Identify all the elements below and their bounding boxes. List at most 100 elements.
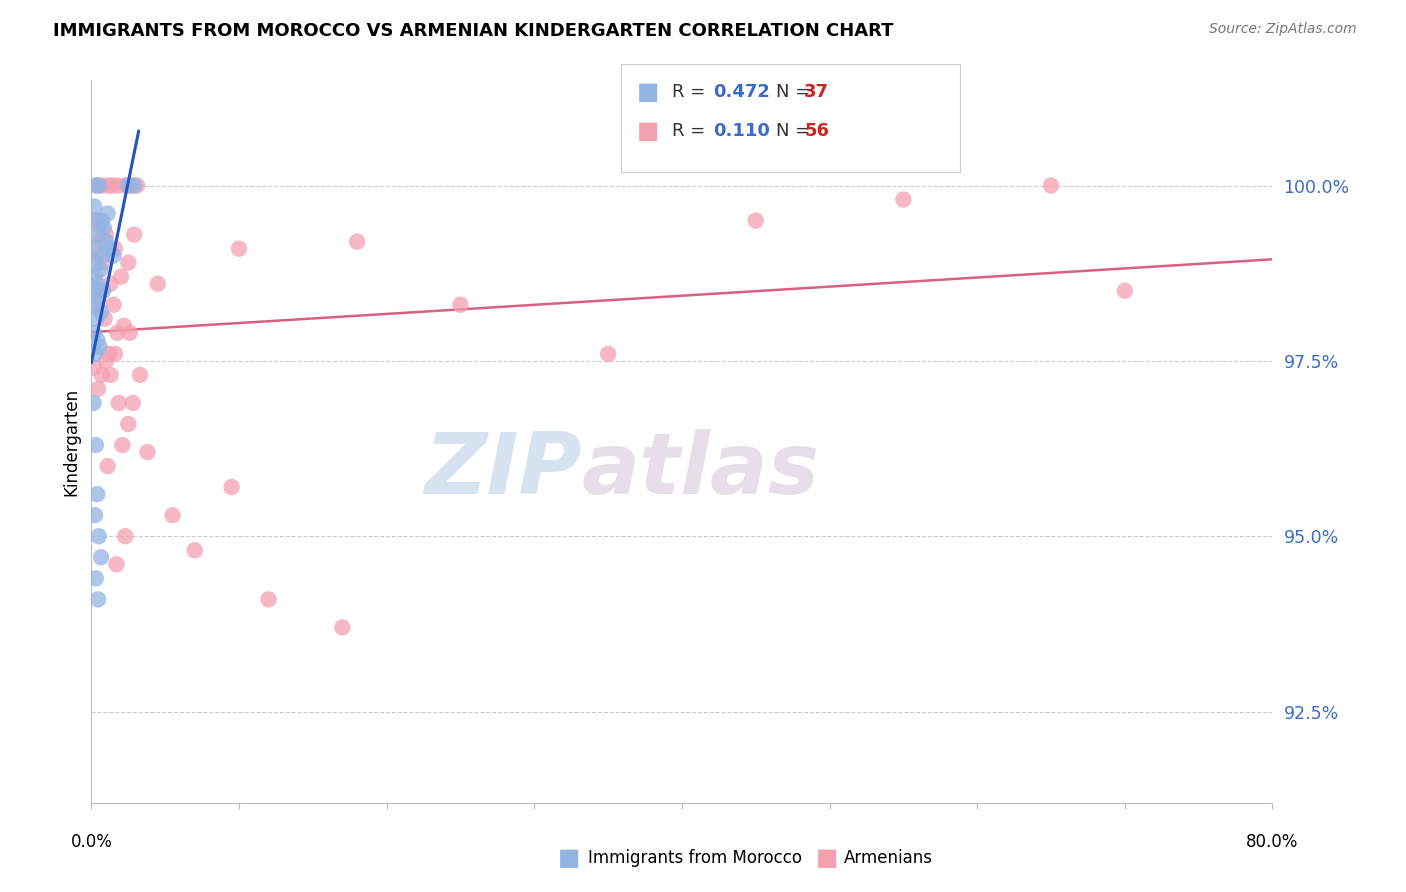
Point [117, 417, 139, 431]
Text: ■: ■ [815, 847, 838, 870]
Point [84, 255, 107, 269]
Text: 0.0%: 0.0% [70, 833, 112, 851]
Point [83, 298, 105, 312]
Point [103, 249, 125, 263]
Point [83, 326, 105, 340]
Point [98, 347, 121, 361]
Point [450, 298, 472, 312]
Text: ■: ■ [637, 120, 659, 143]
Point [346, 235, 368, 249]
Text: R =: R = [672, 83, 711, 101]
Point [1040, 178, 1063, 193]
Point [87, 291, 110, 305]
Point [90, 213, 112, 227]
Text: 37: 37 [804, 83, 830, 101]
Text: Armenians: Armenians [844, 849, 932, 867]
Point [107, 178, 129, 193]
Point [745, 213, 768, 227]
Point [122, 227, 145, 242]
Point [86, 277, 108, 291]
Point [89, 284, 111, 298]
Point [127, 178, 149, 193]
Point [105, 558, 128, 572]
Text: atlas: atlas [582, 429, 820, 512]
Point [332, 620, 354, 634]
Point [97, 206, 120, 220]
Point [129, 368, 152, 382]
Point [90, 550, 112, 565]
Point [257, 592, 280, 607]
Point [87, 529, 110, 543]
Text: ■: ■ [558, 847, 581, 870]
Text: N =: N = [776, 122, 815, 140]
Point [89, 262, 111, 277]
Point [91, 284, 114, 298]
Point [83, 242, 105, 256]
Point [87, 178, 110, 193]
Point [83, 396, 105, 410]
Point [84, 347, 107, 361]
Point [91, 255, 114, 269]
Point [221, 480, 243, 494]
Point [100, 277, 122, 291]
Point [86, 298, 108, 312]
Point [96, 235, 118, 249]
Point [84, 269, 107, 284]
Point [121, 396, 143, 410]
Text: IMMIGRANTS FROM MOROCCO VS ARMENIAN KINDERGARTEN CORRELATION CHART: IMMIGRANTS FROM MOROCCO VS ARMENIAN KIND… [53, 22, 894, 40]
Point [101, 178, 124, 193]
Point [98, 242, 121, 256]
Point [93, 311, 115, 326]
Point [105, 326, 128, 340]
Text: ■: ■ [637, 80, 659, 103]
Point [87, 592, 110, 607]
Point [118, 326, 141, 340]
Text: Source: ZipAtlas.com: Source: ZipAtlas.com [1209, 22, 1357, 37]
Point [111, 438, 134, 452]
Text: 80.0%: 80.0% [1246, 833, 1299, 851]
Point [122, 178, 145, 193]
Point [84, 249, 107, 263]
Point [136, 445, 159, 459]
Point [86, 333, 108, 347]
Point [97, 459, 120, 474]
Point [228, 242, 250, 256]
Point [104, 347, 127, 361]
Point [87, 227, 110, 242]
Point [86, 178, 108, 193]
Point [146, 277, 169, 291]
Point [90, 178, 112, 193]
Y-axis label: Kindergarten: Kindergarten [62, 387, 80, 496]
Point [89, 235, 111, 249]
Point [84, 213, 107, 227]
Point [83, 200, 105, 214]
Point [112, 318, 135, 333]
Point [100, 368, 122, 382]
Point [89, 220, 111, 235]
Point [120, 178, 142, 193]
Point [89, 340, 111, 354]
Point [114, 178, 136, 193]
Text: ZIP: ZIP [423, 429, 582, 512]
Point [90, 305, 112, 319]
Point [86, 213, 108, 227]
Point [87, 284, 110, 298]
Point [893, 193, 915, 207]
Point [87, 382, 110, 396]
Point [91, 249, 114, 263]
Point [86, 311, 108, 326]
Point [110, 269, 132, 284]
Point [84, 571, 107, 585]
Point [93, 220, 115, 235]
Text: Immigrants from Morocco: Immigrants from Morocco [588, 849, 801, 867]
Point [114, 529, 136, 543]
Point [90, 368, 112, 382]
Text: R =: R = [672, 122, 717, 140]
Point [117, 255, 139, 269]
Point [97, 178, 120, 193]
Point [96, 227, 118, 242]
Point [117, 178, 139, 193]
Text: 0.110: 0.110 [713, 122, 769, 140]
Point [84, 178, 107, 193]
Point [86, 487, 108, 501]
